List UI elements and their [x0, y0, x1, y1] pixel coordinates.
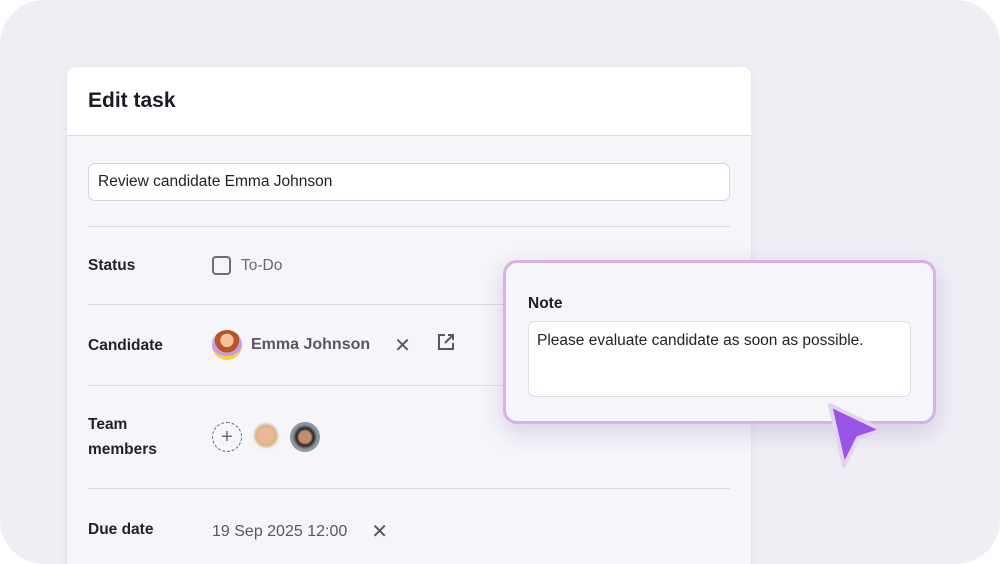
mouse-pointer-icon — [828, 403, 884, 468]
team-label-line: members — [88, 441, 157, 458]
candidate-avatar — [212, 330, 242, 360]
due-date-label: Due date — [88, 521, 154, 538]
divider — [88, 488, 730, 489]
status-value: To-Do — [241, 256, 283, 274]
team-member-avatar[interactable] — [290, 422, 320, 452]
divider — [88, 385, 730, 386]
dialog-header: Edit task — [67, 67, 751, 136]
team-members-label: Team members — [88, 412, 157, 462]
team-member-avatar[interactable] — [251, 422, 281, 452]
candidate-name[interactable]: Emma Johnson — [251, 336, 371, 353]
team-label-line: Team — [88, 416, 128, 433]
task-name-input[interactable]: Review candidate Emma Johnson — [88, 163, 730, 201]
status-checkbox-row[interactable]: To-Do — [212, 256, 282, 275]
divider — [88, 226, 730, 227]
note-label: Note — [528, 295, 563, 312]
dialog-title: Edit task — [88, 89, 176, 112]
divider — [88, 304, 730, 305]
add-member-plus-icon[interactable]: + — [212, 422, 242, 452]
note-textarea[interactable]: Please evaluate candidate as soon as pos… — [528, 321, 911, 397]
note-popup: Note Please evaluate candidate as soon a… — [503, 260, 936, 424]
open-external-icon[interactable] — [437, 333, 455, 357]
status-label: Status — [88, 257, 136, 274]
due-date-value[interactable]: 19 Sep 2025 12:00 — [212, 522, 348, 540]
status-checkbox[interactable] — [212, 256, 231, 275]
candidate-label: Candidate — [88, 337, 163, 354]
clear-due-date-close-icon[interactable]: ✕ — [371, 521, 388, 543]
remove-candidate-close-icon[interactable]: ✕ — [394, 334, 411, 357]
